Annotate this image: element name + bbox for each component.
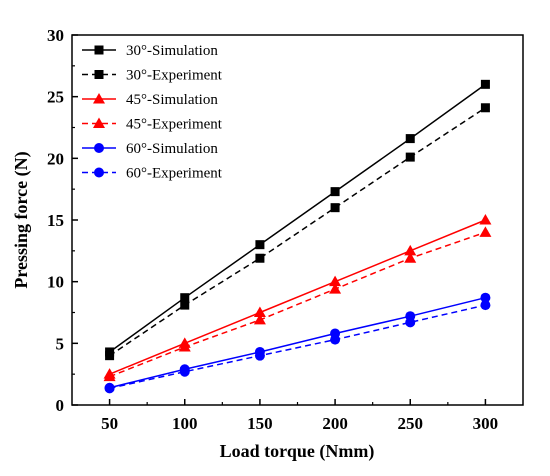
legend-marker <box>94 45 104 55</box>
data-point <box>405 152 415 162</box>
series-line <box>109 107 486 357</box>
series-3 <box>103 226 492 382</box>
data-point <box>405 317 416 328</box>
series-line <box>109 219 486 375</box>
x-tick-label: 150 <box>247 414 273 433</box>
data-point <box>479 214 492 225</box>
legend: 30°-Simulation 30°-Experiment 45°-Simulati… <box>82 43 223 182</box>
legend-label: 30°-Experiment <box>126 68 223 84</box>
series-2 <box>103 214 492 379</box>
y-tick-label: 30 <box>47 26 64 45</box>
data-point <box>180 293 190 303</box>
axis-ticks: 50 100 150 200 250 300 0 5 10 15 20 25 30 <box>47 26 498 433</box>
data-point <box>255 240 265 250</box>
legend-label: 60°-Simulation <box>126 141 218 157</box>
data-point <box>404 252 417 263</box>
series-line <box>109 231 486 378</box>
y-tick-label: 10 <box>47 273 64 292</box>
series-line <box>109 304 486 390</box>
data-point <box>105 351 115 361</box>
data-point <box>480 79 490 89</box>
y-tick-label: 5 <box>56 334 65 353</box>
data-point <box>480 292 491 303</box>
series-1 <box>105 103 490 361</box>
x-tick-label: 200 <box>322 414 348 433</box>
data-point <box>255 253 265 263</box>
y-tick-label: 15 <box>47 211 64 230</box>
data-point <box>330 203 340 213</box>
data-point <box>329 283 342 294</box>
series-5 <box>104 300 491 394</box>
legend-marker <box>94 70 104 79</box>
legend-marker <box>93 93 105 104</box>
x-tick-label: 50 <box>101 414 118 433</box>
data-point <box>104 383 115 394</box>
x-tick-label: 300 <box>473 414 499 433</box>
y-tick-label: 0 <box>56 396 65 415</box>
series-layer <box>103 79 492 394</box>
data-point <box>330 187 340 197</box>
data-point <box>404 244 417 256</box>
y-tick-label: 25 <box>47 88 64 107</box>
data-point <box>480 103 490 113</box>
series-line <box>109 296 486 389</box>
data-point <box>253 313 266 325</box>
data-point <box>180 300 190 310</box>
legend-marker <box>94 167 104 178</box>
data-point <box>178 341 191 352</box>
x-tick-label: 100 <box>172 414 198 433</box>
legend-label: 45°-Simulation <box>126 92 218 108</box>
data-point <box>329 275 342 287</box>
data-point <box>480 300 491 311</box>
y-axis-title: Pressing force (N) <box>11 151 32 288</box>
data-point <box>179 366 190 377</box>
legend-marker <box>94 143 104 153</box>
x-tick-label: 250 <box>398 414 424 433</box>
legend-label: 30°-Simulation <box>126 43 218 59</box>
data-point <box>479 226 492 237</box>
legend-marker <box>93 117 105 128</box>
data-point <box>330 334 341 345</box>
data-point <box>405 134 415 144</box>
series-4 <box>104 292 491 393</box>
legend-label: 45°-Experiment <box>126 117 223 133</box>
x-axis-title: Load torque (Nmm) <box>220 441 375 462</box>
plot-frame <box>71 34 524 406</box>
data-point <box>103 370 116 382</box>
series-line <box>109 83 486 353</box>
y-tick-label: 20 <box>47 149 64 168</box>
data-point <box>254 350 265 361</box>
legend-label: 60°-Experiment <box>126 166 223 182</box>
data-point <box>253 306 266 317</box>
